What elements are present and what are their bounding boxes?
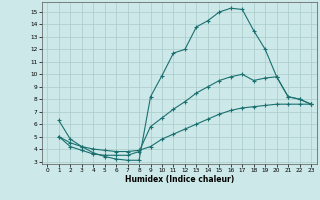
- X-axis label: Humidex (Indice chaleur): Humidex (Indice chaleur): [124, 175, 234, 184]
